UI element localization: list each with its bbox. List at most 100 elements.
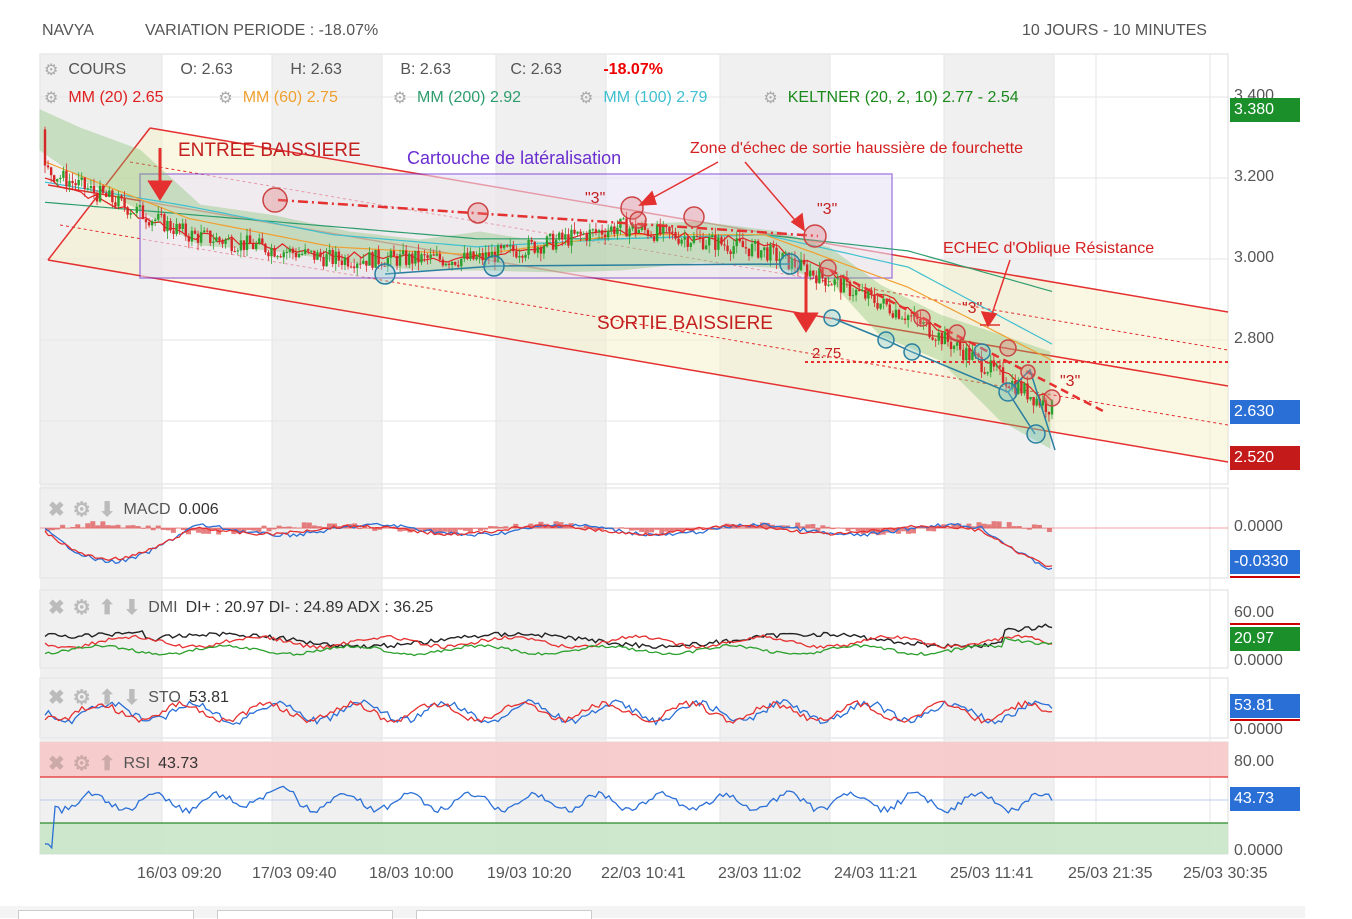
period-selector[interactable]: 10 JOURS - 10 MINUTES xyxy=(1022,22,1207,39)
macd-histogram-bar xyxy=(956,523,962,529)
candle-body xyxy=(781,252,784,260)
arrow-up-icon[interactable]: ⬆ xyxy=(98,687,116,709)
gear-icon[interactable]: ⚙ xyxy=(72,753,91,775)
gear-icon[interactable]: ⚙ xyxy=(72,597,91,619)
mm100-gear-icon[interactable]: ⚙ xyxy=(579,90,594,107)
macd-histogram-bar xyxy=(95,525,101,529)
candle-body xyxy=(861,290,864,292)
bottom-tab-1[interactable] xyxy=(18,910,194,919)
candle-body xyxy=(261,238,264,244)
candle-body xyxy=(955,342,959,346)
candle-body xyxy=(597,230,601,233)
candle-body xyxy=(359,263,362,265)
candle-body xyxy=(793,258,797,268)
mm60-gear-icon[interactable]: ⚙ xyxy=(218,90,233,107)
macd-histogram-bar xyxy=(654,528,660,530)
macd-value: 0.006 xyxy=(178,500,219,518)
candle-body xyxy=(1029,397,1032,400)
candle-body xyxy=(717,237,720,250)
candle-body xyxy=(68,180,71,187)
candle-body xyxy=(478,253,481,257)
candle-body xyxy=(242,240,246,251)
candle-body xyxy=(864,290,867,299)
macd-histogram-bar xyxy=(991,521,997,529)
candle-body xyxy=(398,254,402,266)
candle-body xyxy=(1050,400,1054,415)
macd-histogram-bar xyxy=(1031,524,1037,529)
candle-body xyxy=(606,231,610,238)
annotation-three-4: "3" xyxy=(1060,373,1081,390)
gear-icon[interactable]: ⚙ xyxy=(72,499,91,521)
bottom-tab-2[interactable] xyxy=(217,910,393,919)
candle-body xyxy=(166,220,169,232)
arrow-down-icon[interactable]: ⬇ xyxy=(98,499,116,521)
price-tick-2800: 2.800 xyxy=(1234,330,1275,347)
candle-body xyxy=(138,205,142,207)
macd-histogram-bar xyxy=(155,525,161,529)
close-icon[interactable]: ✖ xyxy=(48,753,65,775)
resistance-circles xyxy=(262,187,1061,407)
candle-body xyxy=(980,356,983,373)
macd-histogram-bar xyxy=(513,523,519,529)
macd-histogram-bar xyxy=(417,528,423,530)
candle-body xyxy=(582,233,585,235)
macd-histogram-bar xyxy=(895,528,901,534)
dmi-axis-bottom: 0.0000 xyxy=(1234,652,1283,669)
candle-body xyxy=(903,318,907,321)
cours-gear-icon[interactable]: ⚙ xyxy=(44,62,59,79)
macd-histogram-bar xyxy=(795,522,801,529)
macd-histogram-bar xyxy=(981,523,987,529)
candle-body xyxy=(888,304,891,314)
mm60-legend: MM (60) 2.75 xyxy=(243,89,393,107)
candle-body xyxy=(977,353,980,357)
candle-body xyxy=(267,252,270,257)
candle-body xyxy=(659,224,662,234)
candle-body xyxy=(668,226,671,232)
macd-histogram-bar xyxy=(946,527,952,529)
candle-body xyxy=(132,212,135,214)
price-candles xyxy=(43,126,1054,422)
macd-histogram-bar xyxy=(125,525,131,529)
close-icon[interactable]: ✖ xyxy=(48,499,65,521)
arrow-down-icon[interactable]: ⬇ xyxy=(123,597,141,619)
candle-body xyxy=(943,331,947,345)
macd-histogram-bar xyxy=(1036,524,1042,529)
dmi-title: DMI xyxy=(148,598,178,616)
macd-histogram-bar xyxy=(870,528,876,535)
close-icon[interactable]: ✖ xyxy=(48,597,65,619)
arrow-down-icon[interactable]: ⬇ xyxy=(123,687,141,709)
close-icon[interactable]: ✖ xyxy=(48,687,65,709)
candle-body xyxy=(760,250,763,258)
candle-body xyxy=(655,224,659,241)
mm20-gear-icon[interactable]: ⚙ xyxy=(44,90,59,107)
candle-body xyxy=(282,252,285,258)
bottom-tab-3[interactable] xyxy=(416,910,592,919)
candle-body xyxy=(680,239,683,244)
macd-histogram-bar xyxy=(1021,528,1027,529)
candle-body xyxy=(735,238,738,247)
candle-body xyxy=(212,241,215,243)
mm200-gear-icon[interactable]: ⚙ xyxy=(392,90,408,107)
candle-body xyxy=(190,230,194,242)
candle-body xyxy=(689,243,693,247)
arrow-up-icon[interactable]: ⬆ xyxy=(98,753,116,775)
keltner-gear-icon[interactable]: ⚙ xyxy=(763,90,778,107)
gear-icon[interactable]: ⚙ xyxy=(72,687,91,709)
macd-histogram-bar xyxy=(578,527,584,529)
macd-histogram-bar xyxy=(140,528,146,529)
candle-body xyxy=(812,270,815,276)
arrow-up-icon[interactable]: ⬆ xyxy=(98,597,116,619)
candle-body xyxy=(671,231,674,233)
macd-histogram-bar xyxy=(1041,527,1047,529)
candle-body xyxy=(316,252,319,260)
candle-body xyxy=(365,260,368,266)
candle-body xyxy=(153,219,157,221)
rsi-badge: 43.73 xyxy=(1230,787,1300,811)
candle-body xyxy=(910,315,913,317)
candle-body xyxy=(221,240,224,244)
candle-body xyxy=(331,249,334,264)
quote-label: COURS xyxy=(68,61,127,78)
macd-histogram-bar xyxy=(372,528,378,531)
callout-arrows xyxy=(638,161,1011,328)
mm100-value: 2.79 xyxy=(676,89,708,106)
